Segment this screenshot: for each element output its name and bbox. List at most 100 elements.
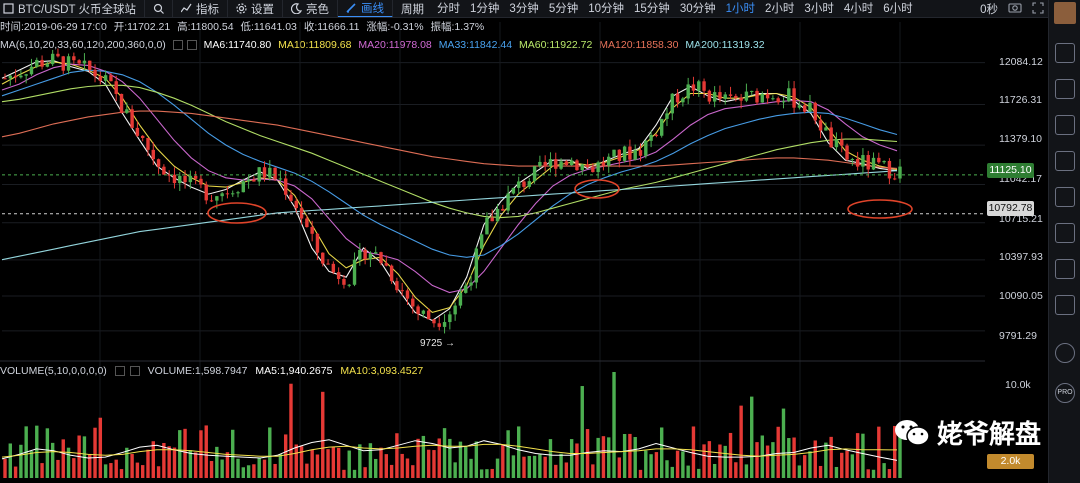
- volume-bar: [479, 469, 484, 478]
- timeframe-tab[interactable]: 3小时: [804, 2, 834, 15]
- volume-bar: [151, 441, 155, 478]
- candle-body: [336, 272, 341, 279]
- timeframe-tab[interactable]: 分时: [437, 2, 460, 15]
- volume-bar: [146, 449, 150, 478]
- candle-body: [898, 166, 902, 179]
- volume-bar: [622, 434, 627, 478]
- timeframe-tab[interactable]: 3分钟: [509, 2, 539, 15]
- candle-body: [845, 145, 849, 160]
- candle-body: [283, 178, 288, 195]
- timeframe-tab[interactable]: 6小时: [883, 2, 913, 15]
- candle-body: [601, 162, 606, 166]
- volume-bar: [437, 438, 441, 478]
- avatar[interactable]: [1054, 2, 1076, 24]
- camera-icon[interactable]: [1008, 2, 1022, 16]
- volume-bar: [93, 427, 97, 478]
- candle-body: [750, 90, 754, 92]
- candle-body: [315, 233, 320, 253]
- pro-button[interactable]: PRO: [1055, 383, 1075, 403]
- indicator-button[interactable]: 指标: [173, 0, 228, 17]
- timeframe-tab[interactable]: 1分钟: [470, 2, 500, 15]
- depth-chart-icon[interactable]: [1055, 79, 1075, 99]
- candle-body: [437, 323, 441, 327]
- settings-toggle-icon[interactable]: [129, 366, 140, 377]
- candle-body: [3, 78, 7, 80]
- theme-button[interactable]: 亮色: [283, 0, 338, 17]
- volume-bar: [882, 463, 886, 478]
- timeframe-tab[interactable]: 30分钟: [679, 2, 716, 15]
- candle-body: [453, 305, 457, 315]
- candle-body: [495, 208, 500, 222]
- symbol-selector[interactable]: BTC/USDT 火币全球站: [0, 0, 145, 17]
- candle-body: [538, 161, 542, 167]
- volume-bar: [66, 447, 71, 478]
- volume-bar: [792, 437, 796, 478]
- timeframe-tab[interactable]: 5分钟: [548, 2, 579, 15]
- visibility-toggle-icon[interactable]: [114, 366, 125, 377]
- list-icon[interactable]: [1055, 43, 1075, 63]
- fullscreen-icon[interactable]: [1032, 1, 1044, 17]
- volume-bar: [548, 439, 553, 478]
- window-icon[interactable]: [1055, 259, 1075, 279]
- volume-bar: [72, 458, 76, 478]
- price-tick: 9791.29: [999, 330, 1037, 342]
- volume-bar: [771, 442, 775, 478]
- volume-bar: [569, 439, 574, 478]
- volume-bar: [485, 469, 489, 478]
- candle-body: [532, 166, 537, 182]
- candle-body: [220, 193, 224, 197]
- timeframe-tab[interactable]: 2小时: [765, 2, 795, 15]
- timeframe-tab[interactable]: 15分钟: [634, 2, 670, 15]
- volume-bar: [506, 430, 510, 478]
- candle-body: [580, 164, 584, 171]
- volume-bar: [453, 462, 457, 478]
- timeframe-tab[interactable]: 10分钟: [588, 2, 625, 15]
- volume-tag: 2.0k: [987, 454, 1034, 469]
- volume-bar: [532, 455, 537, 478]
- ma-line-ma60: [1, 84, 898, 219]
- volume-bar: [61, 439, 65, 478]
- candle-body: [861, 155, 865, 167]
- chat-bubble-icon[interactable]: [1055, 343, 1075, 363]
- ma-params: MA(6,10,20,33,60,120,200,360,0,0): [0, 39, 166, 51]
- volume-bar: [501, 444, 505, 478]
- volume-bar: [538, 454, 542, 478]
- candle-body: [29, 66, 34, 75]
- clock-icon[interactable]: [1055, 187, 1075, 207]
- candle-body: [787, 88, 791, 102]
- volume-bar: [644, 450, 648, 478]
- candle-body: [162, 166, 166, 175]
- candle-body: [103, 75, 108, 81]
- candle-body: [771, 98, 775, 100]
- candle-body: [231, 193, 235, 195]
- settings-toggle-icon[interactable]: [186, 40, 197, 51]
- volume-bar: [681, 451, 685, 478]
- volume-bar: [35, 425, 39, 478]
- candle-body: [607, 156, 611, 166]
- settings-button[interactable]: 设置: [228, 0, 283, 17]
- volume-bar: [432, 450, 436, 478]
- draw-line-button[interactable]: 画线: [338, 0, 393, 17]
- notes-icon[interactable]: [1055, 151, 1075, 171]
- price-tick: 10090.05: [999, 290, 1043, 302]
- visibility-toggle-icon[interactable]: [172, 40, 183, 51]
- timeframe-tab[interactable]: 4小时: [843, 2, 874, 15]
- watermark-label: 姥爷解盘: [937, 419, 1042, 449]
- candle-body: [178, 175, 182, 184]
- ma-line-ma200: [1, 170, 898, 261]
- layout-icon[interactable]: [1055, 295, 1075, 315]
- calendar-icon[interactable]: [1055, 115, 1075, 135]
- volume-bar: [718, 444, 722, 478]
- price-chart[interactable]: [0, 0, 1048, 483]
- grid-icon[interactable]: [1055, 223, 1075, 243]
- volume-bar: [209, 460, 214, 478]
- volume-bar: [596, 437, 600, 478]
- volume-bar: [607, 437, 611, 478]
- theme-label: 亮色: [306, 3, 329, 16]
- volume-tick: 10.0k: [1005, 379, 1031, 391]
- volume-bar: [3, 459, 7, 478]
- compare-search-button[interactable]: [145, 0, 173, 17]
- volume-bar: [45, 428, 50, 478]
- candle-body: [416, 306, 420, 314]
- timeframe-tab-active[interactable]: 1小时: [725, 2, 756, 15]
